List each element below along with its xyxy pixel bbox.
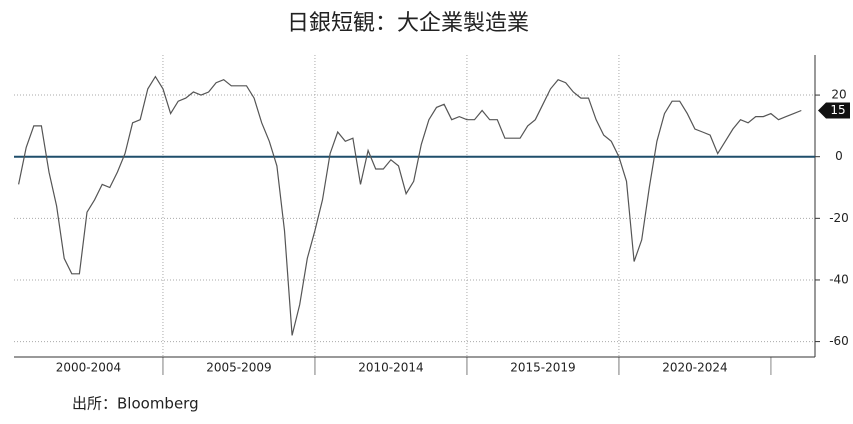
last-value-marker <box>818 102 850 119</box>
plot-area: -60 -40 -20 0 20 2000-2004 2005-2009 2010-2014 2… <box>14 55 850 375</box>
chart-title: 日銀短観：大企業製造業 <box>287 11 529 36</box>
y-tick-label: -20 <box>829 211 849 225</box>
y-tick-label: -40 <box>829 272 849 286</box>
source: 出所：Bloomberg <box>72 395 199 413</box>
y-tick-label: 0 <box>835 149 843 163</box>
x-group-label: 2020-2024 <box>662 361 727 375</box>
data-line <box>18 75 802 336</box>
x-group-label: 2000-2004 <box>56 361 121 375</box>
x-group-label: 2010-2014 <box>358 361 423 375</box>
y-tick-label: 20 <box>831 88 846 102</box>
x-group-label: 2015-2019 <box>510 361 575 375</box>
last-value-label: 15 <box>830 103 845 117</box>
x-group-label: 2005-2009 <box>206 361 271 375</box>
y-tick-label: -60 <box>829 334 849 348</box>
